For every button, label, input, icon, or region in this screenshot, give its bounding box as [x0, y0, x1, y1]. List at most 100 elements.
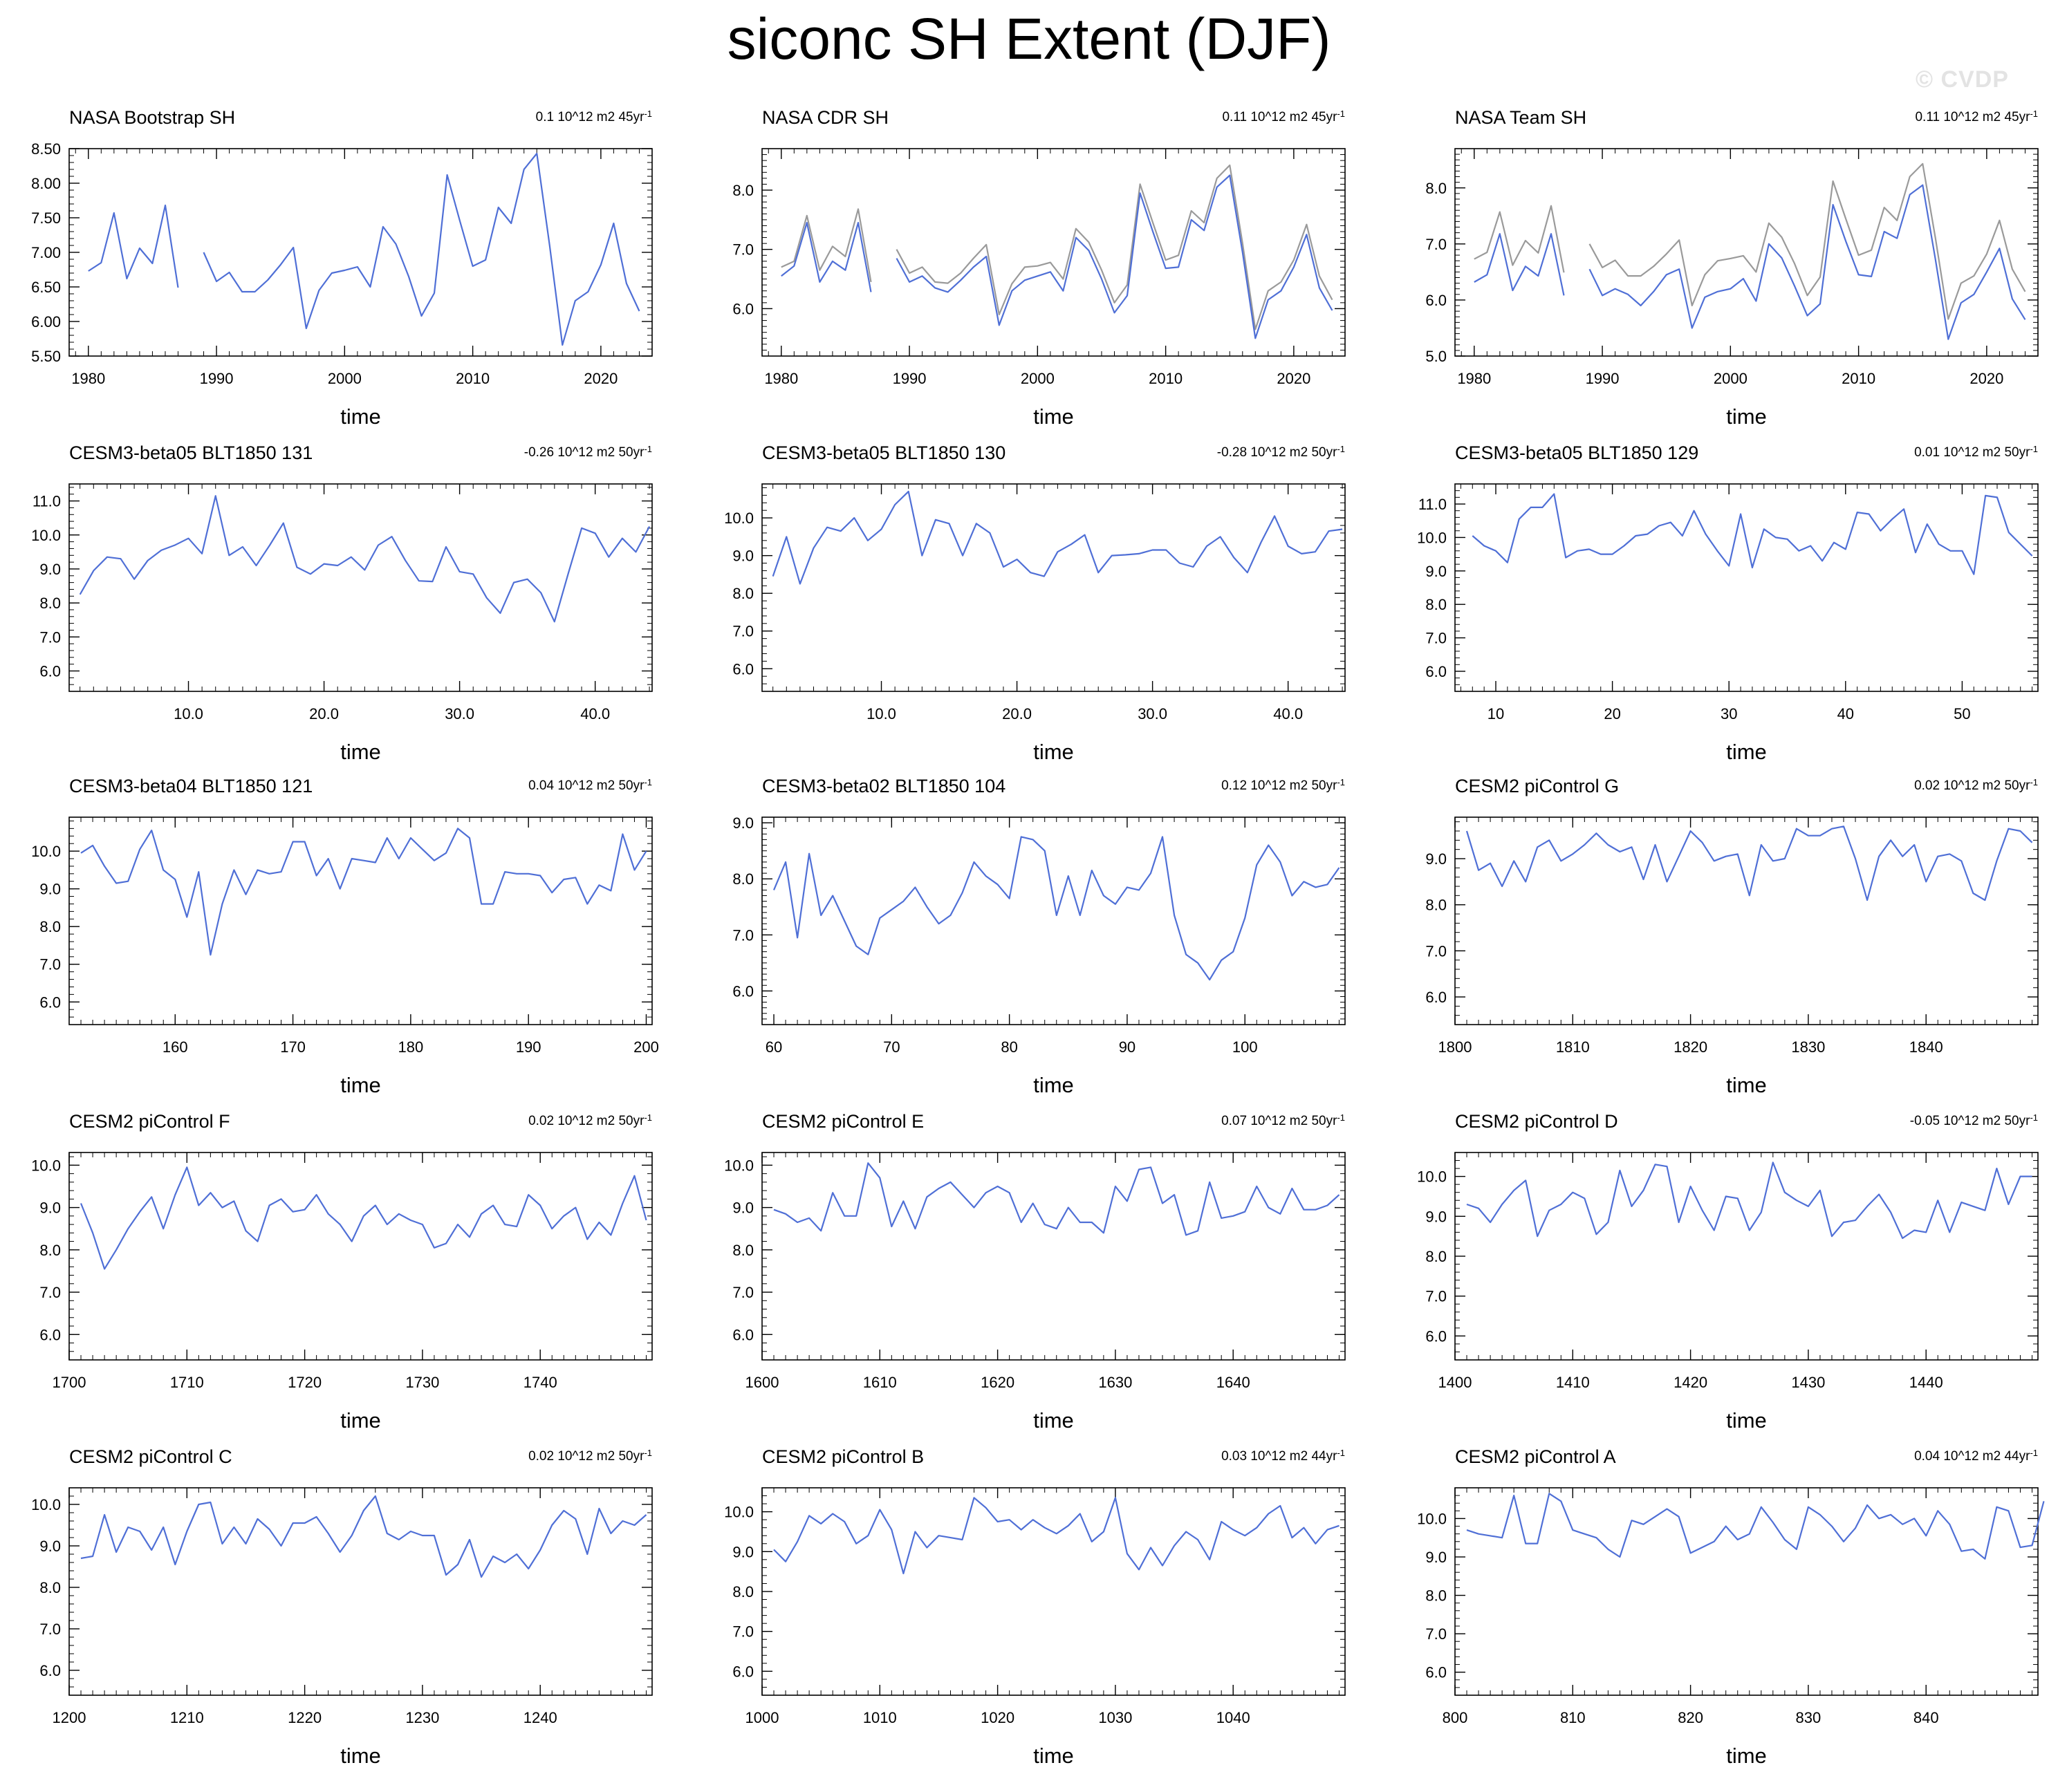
panel-title: CESM3-beta05 BLT1850 129 [1455, 442, 1699, 463]
y-tick-label: 6.0 [1425, 1664, 1447, 1681]
watermark: © CVDP [1916, 66, 2009, 93]
plot-svg: 1400 1410 1420 1430 1440 6.0 7.0 8.0 9.0 10.0 time [1417, 1152, 2039, 1432]
y-tick-label: 5.50 [31, 348, 61, 365]
series-line [88, 152, 640, 346]
y-tick-label: 6.0 [732, 300, 754, 317]
plot-svg: 1980 1990 2000 2010 2020 6.0 7.0 8.0 time [732, 148, 1346, 429]
x-tick-label: 2000 [1714, 370, 1748, 387]
y-tick-label: 9.0 [732, 548, 754, 565]
panel-trend: 0.1 10^12 m2 45yr-1 [536, 109, 652, 125]
plot-frame [1454, 816, 2039, 1025]
panel-trend: -0.26 10^12 m2 50yr-1 [524, 444, 652, 460]
x-tick-label: 1030 [1098, 1709, 1132, 1726]
y-tick-label: 7.0 [1425, 236, 1447, 253]
x-tick-label: 800 [1443, 1709, 1468, 1726]
series-line [1474, 184, 2026, 340]
x-tick-label: 1430 [1791, 1374, 1825, 1391]
y-tick-label: 6.0 [1425, 292, 1447, 309]
panel-title: NASA CDR SH [762, 107, 889, 128]
series-line [1474, 162, 2026, 320]
y-tick-label: 9.0 [732, 1543, 754, 1560]
x-tick-label: 840 [1913, 1709, 1939, 1726]
x-tick-label: 10.0 [174, 705, 203, 722]
x-tick-label: 1000 [745, 1709, 779, 1726]
plot-frame [761, 816, 1346, 1025]
y-tick-label: 8.0 [732, 1583, 754, 1600]
plot-frame [68, 1152, 653, 1361]
x-tick-label: 1240 [523, 1709, 557, 1726]
y-tick-label: 6.0 [1425, 1327, 1447, 1345]
panel-title: NASA Team SH [1455, 107, 1587, 128]
chart-panel: CESM2 piControl B 0.03 10^12 m2 44yr-1 100… [724, 1446, 1346, 1792]
y-tick-label: 6.0 [1425, 989, 1447, 1006]
x-tick-label: 1840 [1909, 1038, 1943, 1056]
panel-trend: 0.04 10^12 m2 50yr-1 [528, 777, 652, 794]
trend-exponent: -1 [644, 777, 652, 787]
y-tick-label: 6.0 [39, 662, 61, 680]
x-tick-label: 200 [633, 1038, 659, 1056]
trend-exponent: -1 [2030, 1448, 2038, 1458]
y-tick-label: 10.0 [1417, 1168, 1447, 1186]
chart-panel: NASA CDR SH 0.11 10^12 m2 45yr-1 1980 1990 2… [732, 107, 1346, 453]
y-tick-label: 6.0 [732, 982, 754, 1000]
plot-frame [68, 483, 653, 692]
trend-exponent: -1 [644, 1448, 652, 1458]
panel-title: CESM2 piControl E [762, 1111, 925, 1132]
panel-trend: -0.05 10^12 m2 50yr-1 [1910, 1112, 2038, 1129]
panel-trend: 0.02 10^12 m2 50yr-1 [1914, 777, 2038, 794]
chart-panel: CESM2 piControl F 0.02 10^12 m2 50yr-1 170… [31, 1111, 653, 1457]
y-tick-label: 7.0 [732, 1623, 754, 1641]
trend-text: 0.12 10^12 m2 50yr [1221, 778, 1337, 793]
x-tick-label: 1410 [1556, 1374, 1590, 1391]
x-tick-label: 20 [1604, 705, 1620, 722]
y-tick-label: 6.0 [39, 1662, 61, 1679]
x-axis-title: time [1033, 1744, 1074, 1768]
plot-frame [761, 1152, 1346, 1361]
panel-trend: 0.04 10^12 m2 44yr-1 [1914, 1448, 2038, 1464]
series-line [1472, 493, 2033, 575]
chart-panel: CESM2 piControl C 0.02 10^12 m2 50yr-1 120… [31, 1446, 653, 1792]
x-axis-title: time [340, 1073, 381, 1097]
x-tick-label: 1740 [523, 1374, 557, 1391]
x-tick-label: 1200 [53, 1709, 86, 1726]
x-tick-label: 1600 [745, 1374, 779, 1391]
panel-title: CESM3-beta02 BLT1850 104 [762, 776, 1006, 796]
x-axis-title: time [340, 404, 381, 429]
x-tick-label: 160 [163, 1038, 188, 1056]
x-tick-label: 80 [1001, 1038, 1017, 1056]
series-line [79, 495, 651, 623]
x-tick-label: 1710 [170, 1374, 204, 1391]
x-tick-label: 170 [280, 1038, 306, 1056]
y-tick-label: 6.0 [1425, 663, 1447, 680]
x-axis-title: time [340, 740, 381, 764]
y-tick-label: 11.0 [33, 493, 61, 510]
x-axis-title: time [1726, 1408, 1767, 1432]
series-line [1465, 825, 2033, 902]
y-tick-label: 10.0 [31, 527, 61, 544]
panel-trend: -0.28 10^12 m2 50yr-1 [1217, 444, 1345, 460]
y-tick-label: 7.0 [1425, 1625, 1447, 1643]
y-tick-label: 8.0 [39, 1242, 61, 1259]
plot-svg: 1980 1990 2000 2010 2020 5.50 6.00 6.50 7.00 7.50… [31, 140, 653, 429]
x-tick-label: 1420 [1674, 1374, 1707, 1391]
y-tick-label: 10.0 [1417, 529, 1447, 546]
x-tick-label: 20.0 [1002, 705, 1032, 722]
plot-svg: 1600 1610 1620 1630 1640 6.0 7.0 8.0 9.0 10.0 time [724, 1152, 1346, 1432]
trend-text: 0.04 10^12 m2 44yr [1914, 1449, 2030, 1464]
series-line [80, 1166, 647, 1270]
y-tick-label: 6.0 [732, 1326, 754, 1343]
plot-svg: 1980 1990 2000 2010 2020 5.0 6.0 7.0 8.0 time [1425, 148, 2039, 429]
x-tick-label: 1830 [1791, 1038, 1825, 1056]
y-tick-label: 10.0 [724, 1157, 754, 1174]
chart-panel: NASA Bootstrap SH 0.1 10^12 m2 45yr-1 1980… [31, 107, 653, 453]
x-axis-title: time [1726, 740, 1767, 764]
x-axis-title: time [340, 1408, 381, 1432]
y-tick-label: 8.0 [1425, 596, 1447, 613]
trend-text: 0.11 10^12 m2 45yr [1915, 110, 2030, 124]
x-tick-label: 1640 [1216, 1374, 1250, 1391]
x-tick-label: 1630 [1098, 1374, 1132, 1391]
y-tick-label: 7.0 [1425, 1288, 1447, 1305]
plot-svg: 60 70 80 90 100 6.0 7.0 8.0 9.0 time [732, 814, 1346, 1097]
trend-exponent: -1 [2030, 109, 2038, 119]
x-tick-label: 40.0 [1273, 705, 1303, 722]
